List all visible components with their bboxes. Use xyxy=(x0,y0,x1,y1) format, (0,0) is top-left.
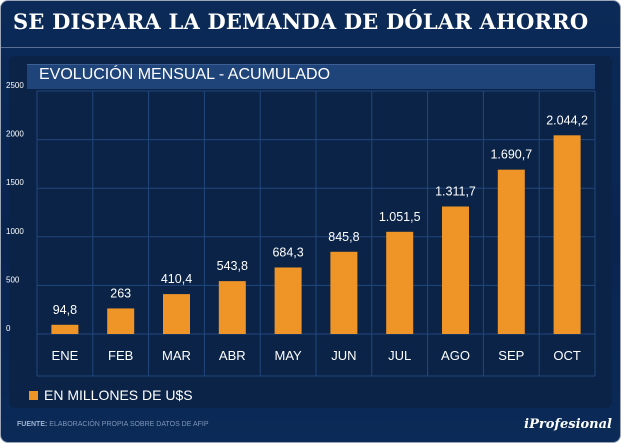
value-label: 94,8 xyxy=(53,303,77,317)
subtitle-bar xyxy=(27,64,595,89)
y-tick-label: 1500 xyxy=(6,178,24,187)
bar-may xyxy=(274,267,302,334)
x-tick-label: ENE xyxy=(52,348,79,363)
legend-label: EN MILLONES DE U$S xyxy=(44,387,193,403)
value-label: 845,8 xyxy=(328,230,359,244)
value-label: 410,4 xyxy=(161,272,192,286)
y-tick-label: 2000 xyxy=(6,130,24,139)
x-tick-labels: ENE FEB MAR ABR MAY JUN JUL AGO SEP OCT xyxy=(52,348,581,363)
value-label: 1.051,5 xyxy=(379,210,421,224)
x-tick-label: OCT xyxy=(553,348,581,363)
bar-jun xyxy=(330,251,358,334)
x-tick-label: JUL xyxy=(388,348,411,363)
legend-swatch xyxy=(29,391,38,400)
x-tick-label: SEP xyxy=(498,348,524,363)
source-text: ELABORACIÓN PROPIA SOBRE DATOS DE AFIP xyxy=(49,421,209,428)
value-label: 2.044,2 xyxy=(546,113,588,127)
chart-title: EVOLUCIÓN MENSUAL - ACUMULADO xyxy=(39,66,331,83)
value-label: 1.311,7 xyxy=(435,185,476,199)
value-label: 543,8 xyxy=(217,259,248,273)
source-note: FUENTE: ELABORACIÓN PROPIA SOBRE DATOS D… xyxy=(17,421,209,428)
x-tick-label: MAY xyxy=(274,348,302,363)
bar-ene xyxy=(51,324,79,334)
y-tick-label: 1000 xyxy=(6,227,24,236)
y-tick-label: 2500 xyxy=(6,81,24,90)
bar-oct xyxy=(553,135,581,334)
bar-sep xyxy=(497,169,525,334)
value-label: 263 xyxy=(110,286,131,300)
bar-feb xyxy=(107,308,135,334)
x-tick-label: FEB xyxy=(108,348,133,363)
bar-mar xyxy=(163,294,190,334)
brand-logo: iProfesional xyxy=(524,417,612,432)
y-tick-labels: 0 500 1000 1500 2000 2500 xyxy=(6,81,24,333)
value-labels: 94,8 263 410,4 543,8 684,3 845,8 1.051,5 1.311,… xyxy=(53,113,588,316)
x-tick-label: AGO xyxy=(441,348,470,363)
source-label: FUENTE: xyxy=(17,421,48,428)
x-tick-label: MAR xyxy=(162,348,191,363)
bar-ago xyxy=(442,206,469,334)
x-tick-label: JUN xyxy=(331,348,356,363)
headline-title: SE DISPARA LA DEMANDA DE DÓLAR AHORRO xyxy=(13,9,589,34)
y-tick-label: 500 xyxy=(6,275,20,284)
x-tick-label: ABR xyxy=(219,348,246,363)
bars xyxy=(51,135,581,334)
value-label: 1.690,7 xyxy=(490,148,532,162)
bar-abr xyxy=(218,281,246,334)
bar-jul xyxy=(386,231,414,334)
headline-divider xyxy=(1,47,620,48)
value-label: 684,3 xyxy=(272,245,303,259)
y-tick-label: 0 xyxy=(6,324,11,333)
